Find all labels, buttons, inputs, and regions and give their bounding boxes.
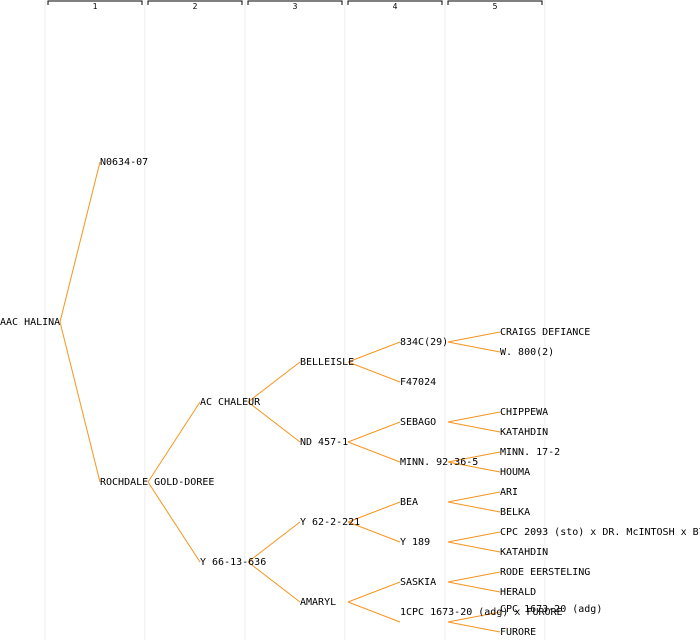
- cultivar-name[interactable]: FURORE: [500, 627, 536, 638]
- cultivar-name[interactable]: BELKA: [500, 507, 530, 518]
- cultivar-name[interactable]: CPC 2093 (sto) x DR. McINTOSH x B7: [500, 527, 700, 538]
- lineage-edge: [447, 611, 501, 623]
- cultivar-name[interactable]: SASKIA: [400, 577, 436, 588]
- lineage-edge: [247, 561, 301, 603]
- lineage-edge: [447, 421, 501, 433]
- lineage-edge: [347, 601, 401, 623]
- lineage-edge: [447, 461, 501, 473]
- cultivar-name[interactable]: W. 800(2): [500, 347, 554, 358]
- lineage-edge: [347, 361, 401, 383]
- generation-label: 1: [93, 2, 98, 11]
- lineage-edge: [59, 321, 101, 483]
- generation-bracket: [447, 0, 543, 5]
- cultivar-name[interactable]: BEA: [400, 497, 418, 508]
- generation-label: 4: [393, 2, 398, 11]
- cultivar-name[interactable]: AC CHALEUR: [200, 397, 261, 408]
- cultivar-name[interactable]: 1CPC 1673-20 (adg) x FURORE: [400, 607, 563, 618]
- cultivar-name[interactable]: RODE EERSTELING: [500, 567, 590, 578]
- lineage-edge: [447, 341, 501, 353]
- lineage-edge: [247, 521, 301, 563]
- generation-label: 5: [493, 2, 498, 11]
- lineage-edge: [447, 541, 501, 553]
- cultivar-name[interactable]: 834C(29): [400, 337, 448, 348]
- generation-bracket: [47, 0, 143, 5]
- generation-label: 3: [293, 2, 298, 11]
- generation-bracket: [247, 0, 343, 5]
- generation-label: 2: [193, 2, 198, 11]
- lineage-edge: [247, 401, 301, 443]
- cultivar-name[interactable]: Y 189: [400, 537, 430, 548]
- lineage-edge: [447, 501, 501, 513]
- lineage-edge: [347, 341, 401, 363]
- lineage-edge: [447, 331, 501, 343]
- cultivar-name[interactable]: CRAIGS DEFIANCE: [500, 327, 590, 338]
- generation-bracket: [347, 0, 443, 5]
- lineage-edge: [447, 451, 501, 463]
- lineage-edge: [447, 411, 501, 423]
- cultivar-name[interactable]: HERALD: [500, 587, 536, 598]
- cultivar-name[interactable]: Y 66-13-636: [200, 557, 266, 568]
- lineage-edge: [447, 491, 501, 503]
- lineage-edge: [347, 521, 401, 543]
- lineage-edge: [447, 581, 501, 593]
- cultivar-name[interactable]: KATAHDIN: [500, 427, 548, 438]
- lineage-edge: [347, 501, 401, 523]
- cultivar-name[interactable]: MINN. 17-2: [500, 447, 560, 458]
- lineage-edge: [447, 621, 501, 633]
- cultivar-name[interactable]: AMARYL: [300, 597, 336, 608]
- generation-bracket: [147, 0, 243, 5]
- cultivar-name[interactable]: KATAHDIN: [500, 547, 548, 558]
- cultivar-name[interactable]: CPC 1673-20 (adg): [500, 604, 602, 615]
- cultivar-name[interactable]: F47024: [400, 377, 436, 388]
- cultivar-name[interactable]: HOUMA: [500, 467, 530, 478]
- cultivar-name[interactable]: ROCHDALE GOLD-DOREE: [100, 477, 214, 488]
- cultivar-name[interactable]: MINN. 92.36-5: [400, 457, 478, 468]
- lineage-edge: [247, 361, 301, 403]
- lineage-edge: [59, 161, 101, 323]
- cultivar-name[interactable]: CHIPPEWA: [500, 407, 548, 418]
- lineage-edge: [147, 481, 201, 563]
- cultivar-name[interactable]: ARI: [500, 487, 518, 498]
- lineage-edge: [347, 581, 401, 603]
- lineage-edge: [447, 531, 501, 543]
- lineage-edge: [347, 441, 401, 463]
- lineage-edge: [347, 421, 401, 443]
- cultivar-name[interactable]: Y 62-2-221: [300, 517, 360, 528]
- cultivar-name[interactable]: ND 457-1: [300, 437, 348, 448]
- cultivar-name[interactable]: SEBAGO: [400, 417, 436, 428]
- lineage-edge: [447, 571, 501, 583]
- cultivar-name[interactable]: N0634-07: [100, 157, 148, 168]
- cultivar-name[interactable]: BELLEISLE: [300, 357, 354, 368]
- lineage-edge: [147, 401, 201, 483]
- cultivar-name[interactable]: AAC HALINA: [0, 317, 60, 328]
